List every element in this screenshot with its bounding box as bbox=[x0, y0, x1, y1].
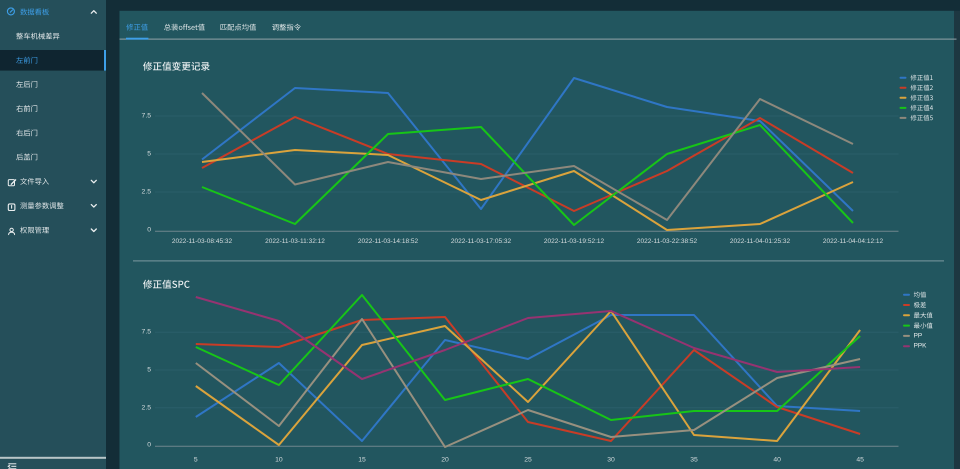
svg-text:10: 10 bbox=[275, 456, 283, 463]
svg-text:0: 0 bbox=[147, 442, 151, 449]
svg-text:2022-11-04-01:25:32: 2022-11-04-01:25:32 bbox=[730, 238, 791, 245]
svg-text:5: 5 bbox=[194, 456, 198, 463]
svg-text:15: 15 bbox=[358, 456, 366, 463]
svg-text:2.5: 2.5 bbox=[142, 404, 152, 411]
svg-text:7.5: 7.5 bbox=[142, 329, 152, 336]
svg-text:30: 30 bbox=[607, 456, 615, 463]
svg-text:20: 20 bbox=[441, 456, 449, 463]
svg-text:PPK: PPK bbox=[914, 343, 928, 350]
svg-text:2022-11-03-14:18:52: 2022-11-03-14:18:52 bbox=[358, 238, 419, 245]
svg-text:35: 35 bbox=[690, 456, 698, 463]
svg-text:5: 5 bbox=[147, 367, 151, 374]
svg-text:45: 45 bbox=[856, 456, 864, 463]
svg-text:0: 0 bbox=[147, 227, 151, 234]
svg-text:5: 5 bbox=[147, 151, 151, 158]
svg-text:2022-11-03-11:32:12: 2022-11-03-11:32:12 bbox=[265, 238, 325, 245]
svg-text:7.5: 7.5 bbox=[142, 113, 152, 120]
svg-text:PP: PP bbox=[914, 332, 923, 339]
svg-text:2.5: 2.5 bbox=[142, 189, 152, 196]
svg-text:25: 25 bbox=[524, 456, 532, 463]
svg-text:2022-11-04-04:12:12: 2022-11-04-04:12:12 bbox=[823, 238, 884, 245]
svg-text:2022-11-03-08:45:32: 2022-11-03-08:45:32 bbox=[172, 238, 233, 245]
svg-text:2022-11-03-19:52:12: 2022-11-03-19:52:12 bbox=[544, 238, 605, 245]
svg-text:2022-11-03-22:38:52: 2022-11-03-22:38:52 bbox=[637, 238, 698, 245]
svg-text:2022-11-03-17:05:32: 2022-11-03-17:05:32 bbox=[451, 238, 512, 245]
svg-text:40: 40 bbox=[773, 456, 781, 463]
